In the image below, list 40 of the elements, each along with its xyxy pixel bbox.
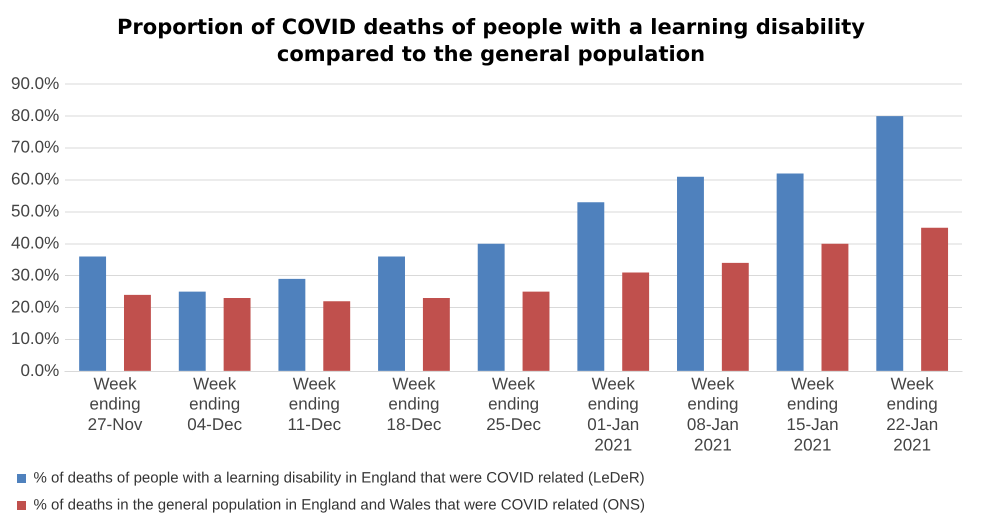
bar <box>478 244 505 371</box>
y-tick-label: 90.0% <box>11 74 60 93</box>
bar <box>776 174 804 371</box>
bar <box>124 294 151 371</box>
legend-label: % of deaths of people with a learning disability in England that were COVID related (LeDeR) <box>34 470 645 487</box>
x-tick-label: Week ending 11-Dec <box>288 374 342 434</box>
bar <box>278 278 306 371</box>
bar <box>178 292 206 371</box>
x-tick-label: Week ending 18-Dec <box>386 374 442 434</box>
bar <box>921 228 948 371</box>
bar <box>577 202 604 371</box>
bar <box>876 116 904 371</box>
bar <box>722 262 749 371</box>
legend-label: % of deaths in the general population in England and Wales that were COVID related (ONS) <box>34 496 645 514</box>
bar <box>323 301 350 371</box>
x-tick-label: Week ending 15-Jan 2021 <box>786 374 839 454</box>
y-tick-label: 80.0% <box>11 106 60 125</box>
y-tick-label: 10.0% <box>11 329 60 348</box>
bar <box>622 272 650 371</box>
bar <box>378 256 405 371</box>
y-tick-label: 20.0% <box>11 297 60 316</box>
y-tick-label: 0.0% <box>20 361 60 380</box>
bar <box>79 256 106 371</box>
y-tick-label: 30.0% <box>11 265 60 284</box>
bar <box>422 298 450 371</box>
bar <box>677 176 704 371</box>
x-tick-label: Week ending 01-Jan 2021 <box>587 374 640 454</box>
x-tick-label: Week ending 08-Jan 2021 <box>686 374 739 454</box>
x-tick-label: Week ending 25-Dec <box>486 374 542 434</box>
y-tick-label: 40.0% <box>11 233 60 252</box>
y-tick-label: 50.0% <box>11 202 60 221</box>
bar <box>224 298 251 371</box>
y-tick-label: 60.0% <box>11 170 60 189</box>
chart-title: Proportion of COVID deaths of people with a learning disability compared to the general population <box>116 14 866 68</box>
x-tick-label: Week ending 27-Nov <box>88 374 143 434</box>
bar <box>822 244 848 371</box>
bar <box>522 292 550 371</box>
y-tick-label: 70.0% <box>11 138 60 157</box>
x-tick-label: Week ending 22-Jan 2021 <box>886 374 938 454</box>
x-tick-label: Week ending 04-Dec <box>187 374 243 434</box>
